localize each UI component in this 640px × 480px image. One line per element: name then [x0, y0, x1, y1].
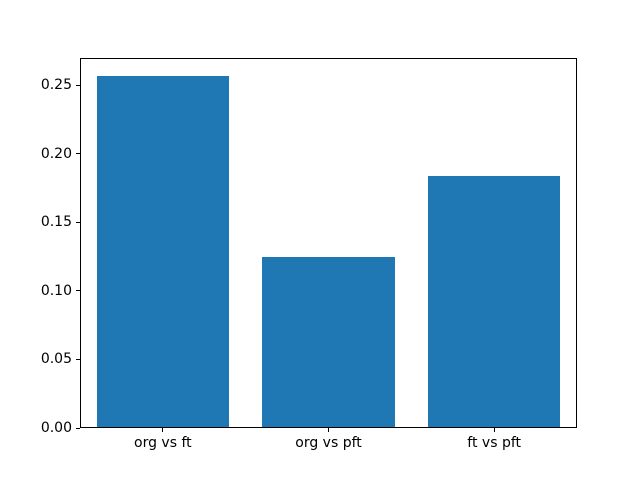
y-tick-label: 0.25: [40, 77, 72, 94]
y-tick-mark: [76, 153, 80, 155]
bar-org-vs-pft: [262, 256, 395, 428]
x-tick-mark: [493, 428, 495, 432]
x-tick-mark: [328, 428, 329, 432]
y-tick-label: 0.15: [40, 214, 72, 231]
x-tick-label-ft-vs-pft: ft vs pft: [467, 435, 522, 451]
y-tick-mark: [76, 427, 80, 429]
y-tick-mark: [76, 290, 80, 292]
y-tick-label: 0.10: [40, 282, 72, 299]
y-tick-mark: [76, 221, 80, 223]
axes: 0.00 0.05 0.10 0.15 0.20 0.25 org vs ft org vs…: [41, 58, 577, 451]
x-tick-mark: [162, 428, 164, 432]
bar-ft-vs-pft: [427, 175, 561, 428]
bar-org-vs-ft: [96, 75, 230, 428]
y-tick-mark: [76, 84, 80, 86]
y-tick-label: 0.05: [40, 351, 72, 368]
y-tick-label: 0.00: [40, 420, 72, 436]
x-tick-label-org-vs-ft: org vs ft: [134, 435, 192, 451]
y-tick-mark: [76, 358, 80, 360]
x-tick-label-org-vs-pft: org vs pft: [295, 435, 362, 451]
y-tick-label: 0.20: [40, 145, 72, 162]
